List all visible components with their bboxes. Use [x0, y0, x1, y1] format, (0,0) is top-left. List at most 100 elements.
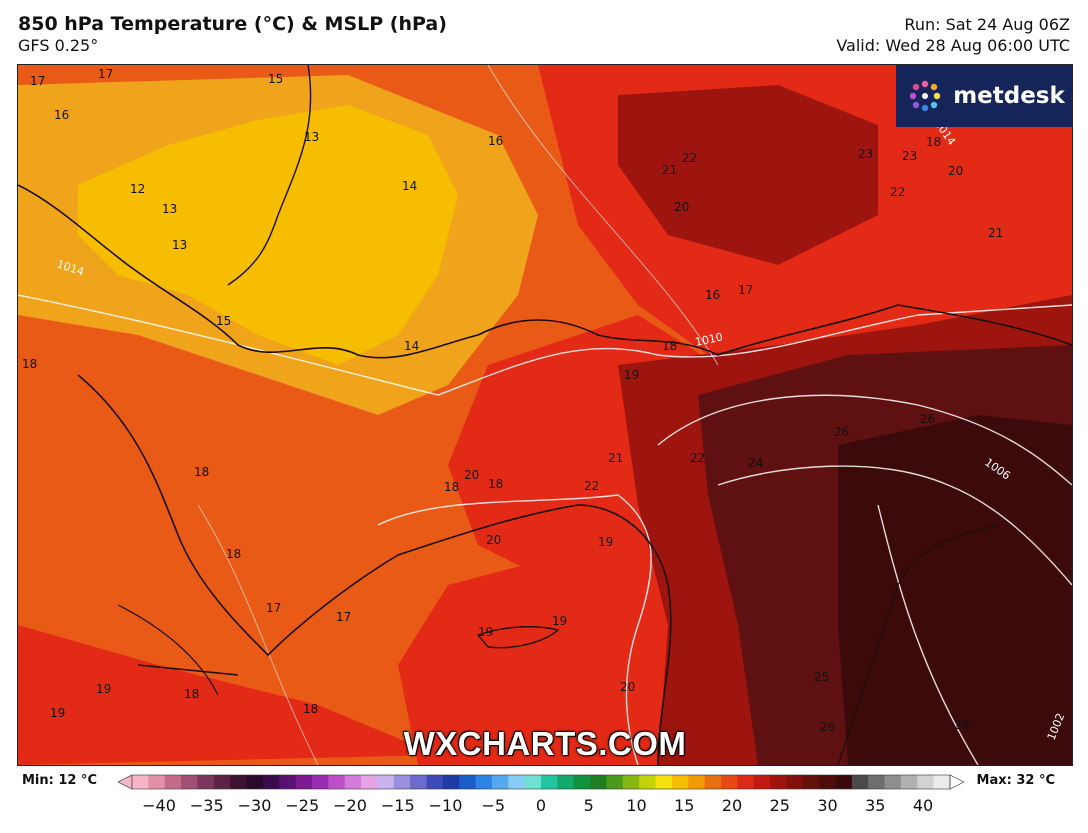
- scale-color-step: [230, 775, 247, 789]
- scale-color-step: [213, 775, 231, 789]
- scale-color-step: [442, 775, 460, 789]
- scale-color-step: [426, 775, 444, 789]
- temp-label: 17: [336, 610, 351, 624]
- temp-label: 18: [226, 547, 241, 561]
- coastline: [18, 184, 1072, 359]
- temp-label: 23: [902, 149, 917, 163]
- scale-border: [131, 774, 951, 790]
- scale-tick-label: 35: [865, 796, 886, 815]
- isobar-label: 1010: [694, 330, 724, 349]
- scale-tick-label: −5: [481, 796, 506, 815]
- scale-color-step: [132, 775, 149, 789]
- run-time: Run: Sat 24 Aug 06Z: [904, 15, 1070, 34]
- scale-color-step: [590, 775, 607, 789]
- temp-label: 14: [404, 339, 419, 353]
- scale-tick-label: 10: [626, 796, 647, 815]
- scale-color-step: [295, 775, 313, 789]
- island-cyprus: [476, 626, 560, 649]
- scale-color-step: [704, 775, 722, 789]
- scale-tick-label: −30: [237, 796, 272, 815]
- scale-color-step: [639, 775, 656, 789]
- temp-label: 17: [738, 283, 753, 297]
- scale-color-step: [671, 775, 689, 789]
- scale-arrow-right: [949, 774, 964, 790]
- temp-label: 19: [50, 706, 65, 720]
- scale-tick-label: −10: [428, 796, 463, 815]
- scale-color-step: [868, 775, 885, 789]
- scale-color-step: [720, 775, 738, 789]
- island-crete: [137, 664, 239, 676]
- metdesk-wordmark: metdesk: [953, 83, 1065, 109]
- scale-color-step: [573, 775, 591, 789]
- scale-color-step: [344, 775, 362, 789]
- scale-color-step: [393, 775, 411, 789]
- temp-label: 20: [464, 468, 479, 482]
- temp-label: 15: [268, 72, 283, 86]
- scale-color-step: [900, 775, 918, 789]
- scale-color-step: [541, 775, 558, 789]
- temp-label: 25: [814, 670, 829, 684]
- scale-tick-label: 0: [535, 796, 547, 815]
- temp-label: 18: [488, 477, 503, 491]
- temp-label: 18: [184, 687, 199, 701]
- scale-color-step: [753, 775, 771, 789]
- temp-label: 18: [444, 480, 459, 494]
- model-subtitle: GFS 0.25°: [18, 36, 99, 55]
- header-right: Run: Sat 24 Aug 06Z Valid: Wed 28 Aug 06…: [836, 14, 1070, 56]
- temp-label: 21: [988, 226, 1003, 240]
- temp-label: 13: [304, 130, 319, 144]
- coastline: [77, 374, 672, 765]
- scale-max-label: Max: 32 °C: [976, 773, 1055, 788]
- temp-label: 22: [690, 451, 705, 465]
- temp-label: 26: [920, 412, 935, 426]
- scale-color-step: [557, 775, 575, 789]
- temp-label: 19: [552, 614, 567, 628]
- scale-tick-label: 5: [583, 796, 594, 815]
- scale-color-step: [328, 775, 346, 789]
- temperature-labels: 17 17 15 16 12 13 13 13 14 16 22 21 20 2…: [22, 67, 1003, 734]
- scale-color-step: [262, 775, 280, 789]
- header-left: 850 hPa Temperature (°C) & MSLP (hPa) GF…: [18, 12, 447, 56]
- zone-red-levant: [398, 535, 678, 765]
- scale-tick-label: 20: [721, 796, 743, 815]
- scale-color-step: [246, 775, 264, 789]
- coastline: [227, 65, 312, 286]
- scale-color-step: [851, 775, 869, 789]
- temp-label: 13: [162, 202, 177, 216]
- isobar-line: [487, 65, 719, 366]
- scale-color-step: [819, 775, 836, 789]
- temp-label: 18: [194, 465, 209, 479]
- temp-label: 17: [98, 67, 113, 81]
- scale-tick-label: −25: [285, 796, 320, 815]
- temp-label: 14: [402, 179, 417, 193]
- temp-label: 23: [858, 147, 873, 161]
- zone-yellow-core: [78, 105, 458, 365]
- temp-label: 19: [96, 682, 111, 696]
- temp-label: 20: [620, 680, 635, 694]
- temp-label: 19: [478, 625, 493, 639]
- metdesk-flower-icon: [909, 80, 941, 112]
- temp-label: 28: [954, 718, 969, 732]
- temp-label: 20: [948, 164, 963, 178]
- weather-map[interactable]: 17 17 15 16 12 13 13 13 14 16 22 21 20 2…: [17, 64, 1073, 766]
- isobar-line: [18, 294, 1072, 396]
- scale-color-step: [181, 775, 198, 789]
- scale-arrow-left: [118, 774, 133, 790]
- zone-darkred-north: [618, 85, 878, 265]
- scale-color-step: [933, 775, 951, 789]
- scale-color-step: [802, 775, 820, 789]
- metdesk-logo: metdesk: [896, 65, 1072, 127]
- isobar-line: [877, 504, 979, 765]
- temp-label: 21: [662, 163, 677, 177]
- scale-color-step: [655, 775, 673, 789]
- zone-red-south: [18, 625, 438, 765]
- scale-color-step: [770, 775, 787, 789]
- temp-label: 17: [266, 601, 281, 615]
- scale-tick-label: −35: [189, 796, 224, 815]
- map-canvas: 17 17 15 16 12 13 13 13 14 16 22 21 20 2…: [18, 65, 1072, 765]
- scale-color-step: [197, 775, 215, 789]
- scale-color-step: [279, 775, 296, 789]
- scale-color-step: [508, 775, 526, 789]
- isobar-line: [717, 465, 1072, 586]
- scale-color-step: [606, 775, 624, 789]
